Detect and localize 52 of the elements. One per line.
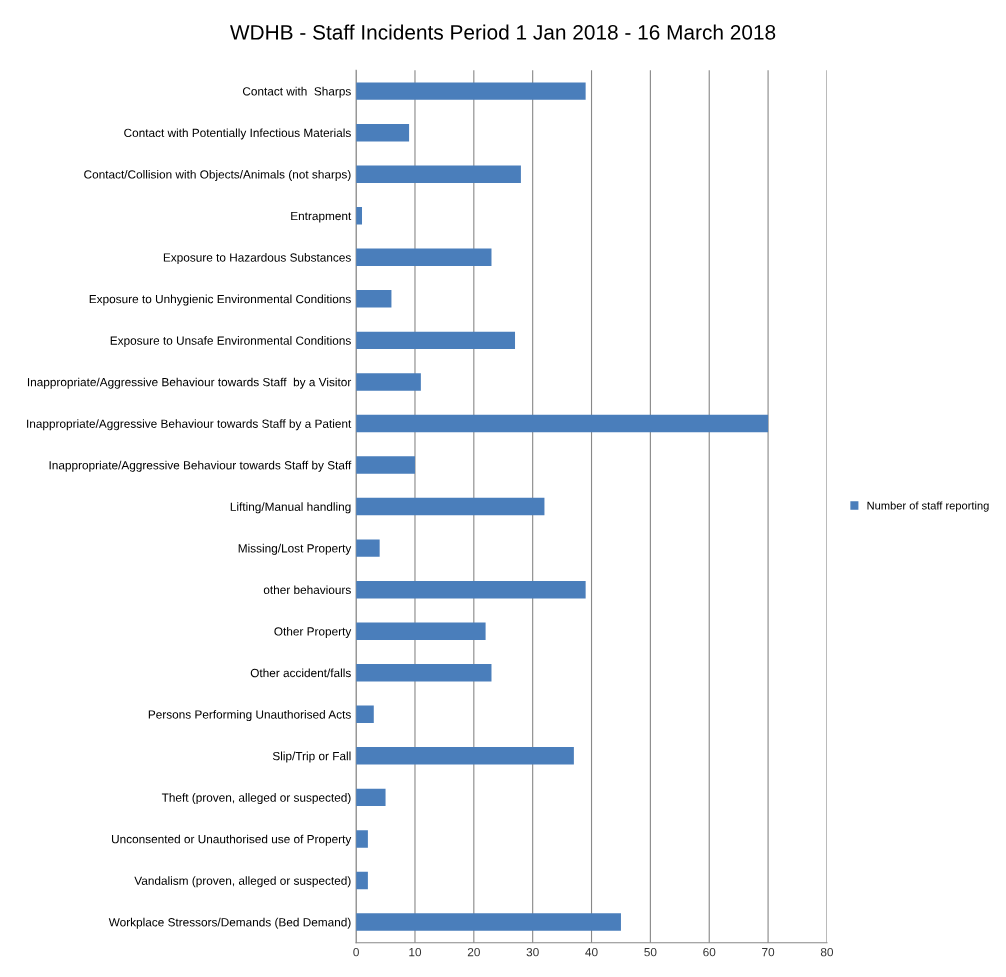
bar	[356, 705, 374, 724]
y-tick-label: Vandalism (proven, alleged or suspected)	[134, 876, 351, 888]
y-tick-label: Contact with Potentially Infectious Materials	[124, 128, 351, 140]
bar	[356, 539, 380, 557]
y-tick-label: other behaviours	[263, 585, 351, 595]
bar	[356, 830, 368, 848]
bar	[356, 788, 386, 807]
y-tick-label: Entrapment	[291, 211, 352, 223]
bar	[356, 165, 521, 183]
y-tick-label: Contact/Collision with Objects/Animals (not sharps)	[84, 169, 351, 181]
bar	[356, 290, 392, 308]
bar	[356, 664, 492, 682]
y-tick-label: Theft (proven, alleged or suspected)	[161, 793, 351, 805]
y-tick-label: Exposure to Unhygienic Environmental Conditions	[89, 294, 351, 306]
bar	[356, 331, 516, 350]
bar	[356, 871, 368, 890]
bar	[356, 414, 769, 433]
x-tick-label: 0	[353, 947, 359, 957]
bar	[356, 123, 410, 142]
x-tick-label: 30	[526, 947, 539, 957]
y-tick-label: Unconsented or Unauthorised use of Property	[112, 834, 352, 846]
bar	[356, 248, 492, 267]
bar	[356, 622, 486, 640]
y-tick-label: Persons Performing Unauthorised Acts	[148, 710, 351, 722]
bar	[356, 913, 621, 931]
bar	[356, 456, 415, 474]
x-tick-label: 80	[820, 947, 834, 957]
y-tick-label: Workplace Stressors/Demands (Bed Demand)	[108, 917, 351, 929]
legend-label: Number of staff reporting	[867, 501, 989, 512]
bar	[356, 373, 421, 391]
y-tick-label: Other accident/falls	[250, 668, 351, 678]
y-tick-label: Exposure to Hazardous Substances	[163, 253, 351, 265]
x-tick-label: 60	[703, 947, 716, 957]
y-tick-label: Inappropriate/Aggressive Behaviour towards Staff by Staff	[49, 460, 352, 472]
y-tick-label: Other Property	[274, 626, 352, 638]
bar	[356, 497, 545, 516]
y-tick-label: Inappropriate/Aggressive Behaviour towards Staff by a Visitor	[27, 377, 352, 389]
y-tick-label: Contact with Sharps	[242, 86, 351, 98]
x-tick-label: 50	[644, 947, 657, 957]
y-tick-label: Lifting/Manual handling	[230, 502, 351, 514]
bar	[356, 82, 586, 100]
bar	[356, 580, 586, 599]
x-tick-label: 20	[467, 947, 480, 957]
chart-title: WDHB - Staff Incidents Period 1 Jan 2018 - 16 March 2018	[230, 24, 776, 40]
y-tick-label: Inappropriate/Aggressive Behaviour towards Staff by a Patient	[27, 419, 352, 431]
bar	[356, 747, 574, 765]
x-tick-label: 70	[762, 947, 775, 957]
y-tick-label: Missing/Lost Property	[238, 543, 352, 555]
x-tick-label: 10	[409, 947, 422, 957]
x-tick-label: 40	[585, 947, 598, 957]
y-tick-label: Slip/Trip or Fall	[272, 751, 351, 763]
y-tick-label: Exposure to Unsafe Environmental Conditions	[110, 336, 351, 348]
